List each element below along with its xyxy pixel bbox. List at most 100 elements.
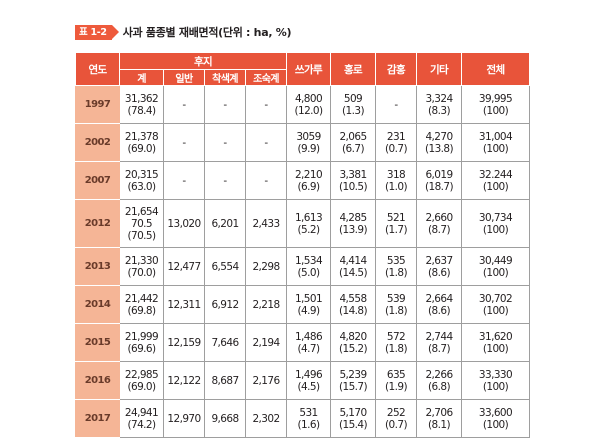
header-tsugaru: 쓰가루	[286, 52, 331, 86]
data-cell: 4,414 (14.5)	[330, 247, 376, 286]
cell-line: 231	[386, 130, 406, 143]
cell-line: 2,637	[425, 254, 453, 267]
data-cell: -	[163, 161, 205, 200]
cell-line: -	[223, 98, 227, 111]
cell-line: 31,004	[478, 130, 513, 143]
header-total: 전체	[461, 52, 530, 86]
cell-line: 2,218	[252, 298, 280, 311]
data-cell: 7,646	[204, 323, 246, 362]
data-cell: 24,941 (74.2)	[119, 399, 164, 438]
cell-line: 6,201	[211, 217, 239, 230]
header-fuji: 후지	[119, 52, 287, 70]
cultivation-area-table: 연도 후지 쓰가루 홍로 감홍 기타 전체 계 일반 착색계 조숙계 1997 3…	[75, 52, 530, 438]
cell-line: (6.7)	[342, 142, 365, 155]
header-year: 연도	[75, 52, 120, 86]
table-caption: 표 1-2 사과 품종별 재배면적(단위 : ha, %)	[75, 24, 292, 40]
data-cell: 30,449 (100)	[461, 247, 530, 286]
header-fuji-general: 일반	[163, 69, 205, 86]
data-cell: 2,298	[245, 247, 287, 286]
cell-line: (100)	[482, 342, 509, 355]
cell-line: (69.0)	[127, 142, 157, 155]
cell-line: -	[182, 136, 186, 149]
data-cell: 6,019 (18.7)	[416, 161, 462, 200]
data-cell: 635 (1.9)	[375, 361, 417, 400]
cell-line: (78.4)	[127, 104, 157, 117]
data-cell: 2,210 (6.9)	[286, 161, 331, 200]
cell-line: (1.3)	[342, 104, 365, 117]
header-other: 기타	[416, 52, 462, 86]
cell-line: (1.6)	[297, 418, 321, 431]
cell-line: (74.2)	[127, 418, 157, 431]
cell-line: (8.7)	[428, 342, 451, 355]
table-number-badge: 표 1-2	[75, 24, 119, 40]
data-cell: 30,734 (100)	[461, 199, 530, 248]
cell-line: 2,302	[252, 412, 280, 425]
cell-line: 12,122	[167, 374, 201, 387]
cell-line: (1.8)	[385, 342, 408, 355]
table-row: 2002 21,378 (69.0) - - -3059 (9.9) 2,065 (6.7) 23…	[75, 123, 530, 162]
cell-line: (69.8)	[127, 304, 157, 317]
data-cell: 12,311	[163, 285, 205, 324]
table-row: 1997 31,362 (78.4) - - -4,800 (12.0) 509 (1.3) -3…	[75, 85, 530, 124]
cell-line: 8,687	[211, 374, 239, 387]
cell-line: 2,266	[425, 368, 453, 381]
cell-line: 318	[386, 168, 406, 181]
header-gamhong: 감홍	[375, 52, 417, 86]
data-cell: 1,486 (4.7)	[286, 323, 331, 362]
cell-line: (4.7)	[297, 342, 321, 355]
cell-line: 2,706	[425, 406, 453, 419]
cell-line: (14.8)	[339, 304, 368, 317]
cell-line: 1,501	[294, 292, 323, 305]
cell-line: 5,170	[339, 406, 367, 419]
cell-line: (100)	[482, 418, 509, 431]
data-cell: 4,270 (13.8)	[416, 123, 462, 162]
data-cell: -	[163, 85, 205, 124]
cell-line: 509	[343, 92, 363, 105]
cell-line: 12,970	[167, 412, 201, 425]
cell-line: (1.8)	[385, 304, 408, 317]
data-cell: -	[245, 123, 287, 162]
cell-line: 31,620	[478, 330, 513, 343]
data-cell: 1,534 (5.0)	[286, 247, 331, 286]
header-hongro: 홍로	[330, 52, 376, 86]
cell-line: (9.9)	[297, 142, 321, 155]
data-cell: 231 (0.7)	[375, 123, 417, 162]
data-cell: -	[375, 85, 417, 124]
data-cell: 31,620 (100)	[461, 323, 530, 362]
cell-line: -	[394, 98, 398, 111]
data-cell: 31,362 (78.4)	[119, 85, 164, 124]
header-fuji-early: 조숙계	[245, 69, 287, 86]
cell-line: 21,442	[124, 292, 159, 305]
cell-line: (10.5)	[339, 180, 368, 193]
data-cell: 2,744 (8.7)	[416, 323, 462, 362]
cell-line: 1,534	[294, 254, 323, 267]
data-cell: 9,668	[204, 399, 246, 438]
data-cell: -	[204, 161, 246, 200]
data-cell: 4,558 (14.8)	[330, 285, 376, 324]
data-cell: -	[204, 85, 246, 124]
table-row: 2015 21,999 (69.6) 12,159 7,646 2,194 1,486 (4.…	[75, 323, 530, 362]
cell-line: 2,433	[252, 217, 280, 230]
cell-line: 4,285	[339, 211, 367, 224]
cell-line: 12,159	[167, 336, 201, 349]
cell-line: (100)	[482, 266, 509, 279]
table-row: 2013 21,330 (70.0) 12,477 6,554 2,298 1,534 (5.…	[75, 247, 530, 286]
cell-line: 6,554	[211, 260, 239, 273]
cell-line: (13.9)	[339, 223, 368, 236]
cell-line: 535	[386, 254, 406, 267]
cell-line: (0.7)	[385, 142, 408, 155]
cell-line: (14.5)	[339, 266, 368, 279]
data-cell: 30,702 (100)	[461, 285, 530, 324]
data-cell: 31,004 (100)	[461, 123, 530, 162]
data-cell: 3,324 (8.3)	[416, 85, 462, 124]
data-cell: 539 (1.8)	[375, 285, 417, 324]
data-cell: 2,266 (6.8)	[416, 361, 462, 400]
cell-line: 635	[386, 368, 406, 381]
cell-line: (15.4)	[339, 418, 368, 431]
cell-line: (13.8)	[425, 142, 454, 155]
cell-line: (70.0)	[127, 266, 157, 279]
cell-line: (5.0)	[297, 266, 321, 279]
data-cell: 21,330 (70.0)	[119, 247, 164, 286]
cell-line: 1,613	[294, 211, 323, 224]
data-cell: 5,239 (15.7)	[330, 361, 376, 400]
